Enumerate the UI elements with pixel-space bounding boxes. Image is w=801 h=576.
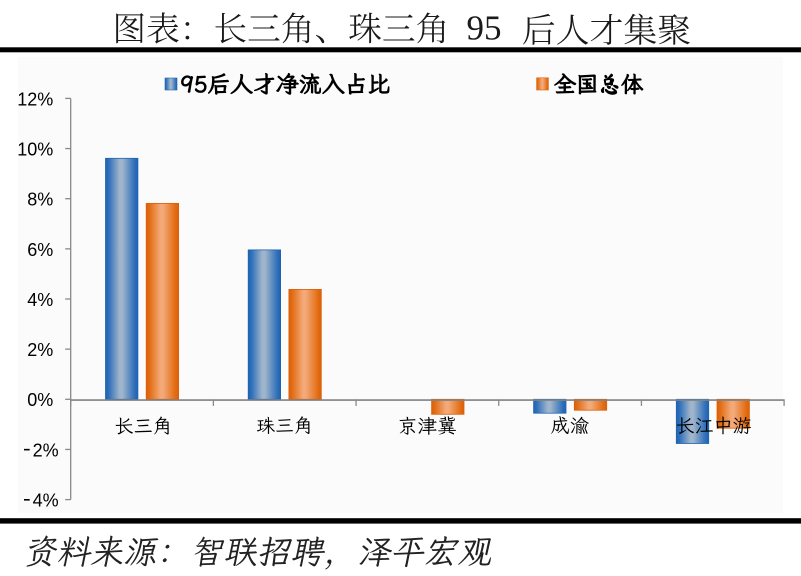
svg-text:2%: 2%: [27, 340, 53, 360]
svg-text:4%: 4%: [27, 290, 53, 310]
svg-text:0%: 0%: [27, 390, 53, 410]
svg-text:12%: 12%: [17, 89, 53, 109]
svg-text:6%: 6%: [27, 240, 53, 260]
svg-text:95: 95: [467, 9, 502, 48]
svg-text:2%: 2%: [33, 440, 59, 460]
svg-text:8%: 8%: [27, 190, 53, 210]
svg-text:4%: 4%: [33, 491, 59, 511]
svg-text:10%: 10%: [17, 139, 53, 159]
